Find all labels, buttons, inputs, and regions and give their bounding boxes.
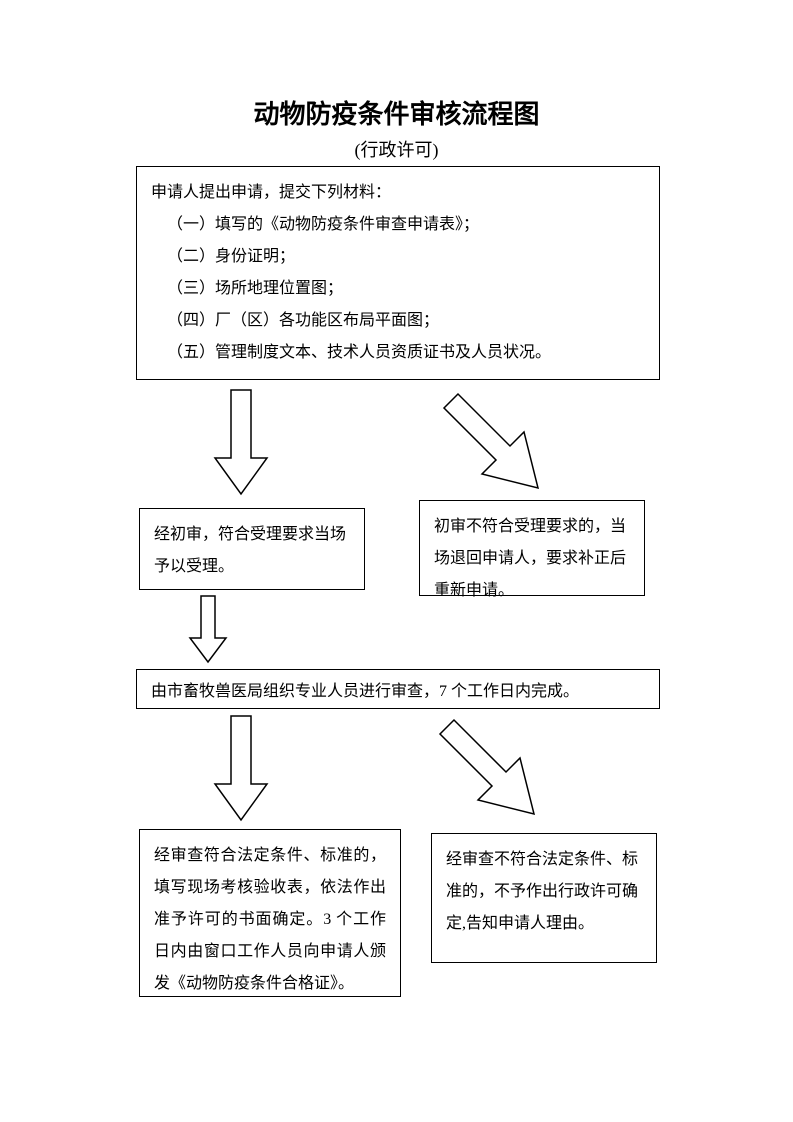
flow-box-review: 由市畜牧兽医局组织专业人员进行审查，7 个工作日内完成。 (136, 669, 660, 709)
box4-right-text: 经审查不符合法定条件、标准的，不予作出行政许可确定,告知申请人理由。 (446, 851, 638, 932)
arrow-down-icon (188, 594, 228, 664)
flow-box-accept: 经初审，符合受理要求当场予以受理。 (139, 508, 365, 590)
box1-line: （五）管理制度文本、技术人员资质证书及人员状况。 (151, 337, 645, 369)
box2-left-text: 经初审，符合受理要求当场予以受理。 (154, 526, 346, 575)
arrow-down-icon (213, 714, 269, 822)
flow-box-deny: 经审查不符合法定条件、标准的，不予作出行政许可确定,告知申请人理由。 (431, 833, 657, 963)
box1-line: 申请人提出申请，提交下列材料： (151, 177, 645, 209)
flow-box-approve: 经审查符合法定条件、标准的，填写现场考核验收表，依法作出准予许可的书面确定。3 … (139, 829, 401, 997)
arrow-down-icon (213, 388, 269, 496)
box1-line: （二）身份证明； (151, 241, 645, 273)
box2-right-text: 初审不符合受理要求的，当场退回申请人，要求补正后重新申请。 (434, 518, 626, 599)
box1-line: （三）场所地理位置图； (151, 273, 645, 305)
arrow-diagonal-icon (438, 718, 538, 818)
page-subtitle: (行政许可) (0, 136, 793, 162)
box3-text: 由市畜牧兽医局组织专业人员进行审查，7 个工作日内完成。 (151, 683, 579, 700)
box4-left-text: 经审查符合法定条件、标准的，填写现场考核验收表，依法作出准予许可的书面确定。3 … (154, 847, 386, 992)
flow-box-reject-initial: 初审不符合受理要求的，当场退回申请人，要求补正后重新申请。 (419, 500, 645, 596)
page-title: 动物防疫条件审核流程图 (0, 94, 793, 131)
arrow-diagonal-icon (442, 392, 542, 492)
box1-line: （一）填写的《动物防疫条件审查申请表》； (151, 209, 645, 241)
box1-line: （四）厂（区）各功能区布局平面图； (151, 305, 645, 337)
flow-box-application: 申请人提出申请，提交下列材料： （一）填写的《动物防疫条件审查申请表》； （二）… (136, 166, 660, 380)
